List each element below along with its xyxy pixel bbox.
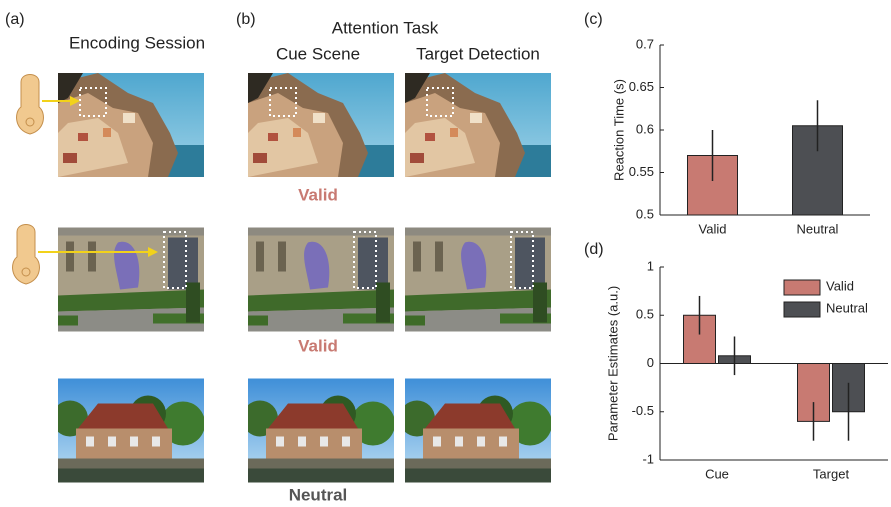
x-tick-label: Target [813, 466, 850, 481]
legend-label: Valid [826, 278, 854, 293]
x-tick-label: Valid [699, 221, 727, 236]
y-axis-label: Parameter Estimates (a.u.) [605, 286, 620, 441]
condition-label: Valid [298, 185, 338, 204]
panel-label: (c) [584, 11, 603, 28]
legend-swatch [784, 302, 820, 317]
x-tick-label: Cue [705, 466, 729, 481]
column-title: Cue Scene [276, 44, 360, 63]
y-tick-label: 0.5 [636, 206, 654, 221]
legend-label: Neutral [826, 300, 868, 315]
condition-label: Neutral [289, 485, 348, 504]
panel-label: (b) [236, 11, 256, 28]
x-tick-label: Neutral [797, 221, 839, 236]
y-axis-label: Reaction Time (s) [611, 79, 626, 181]
y-tick-label: 0.65 [629, 79, 654, 94]
y-tick-label: 0.6 [636, 121, 654, 136]
images [13, 73, 552, 483]
figure: (a) (b) (c) (d) Encoding Session Attenti… [0, 0, 891, 507]
y-tick-label: -0.5 [632, 403, 654, 418]
y-tick-label: 0.7 [636, 36, 654, 51]
column-title: Target Detection [416, 44, 540, 63]
y-tick-label: -1 [642, 451, 654, 466]
y-tick-label: 0.5 [636, 307, 654, 322]
column-title: Attention Task [332, 18, 439, 37]
condition-label: Valid [298, 336, 338, 355]
y-tick-label: 0 [647, 355, 654, 370]
panel-label: (a) [5, 11, 25, 28]
column-title: Encoding Session [69, 33, 205, 52]
y-tick-label: 0.55 [629, 164, 654, 179]
legend-swatch [784, 280, 820, 295]
y-tick-label: 1 [647, 258, 654, 273]
panel-label: (d) [584, 241, 604, 258]
